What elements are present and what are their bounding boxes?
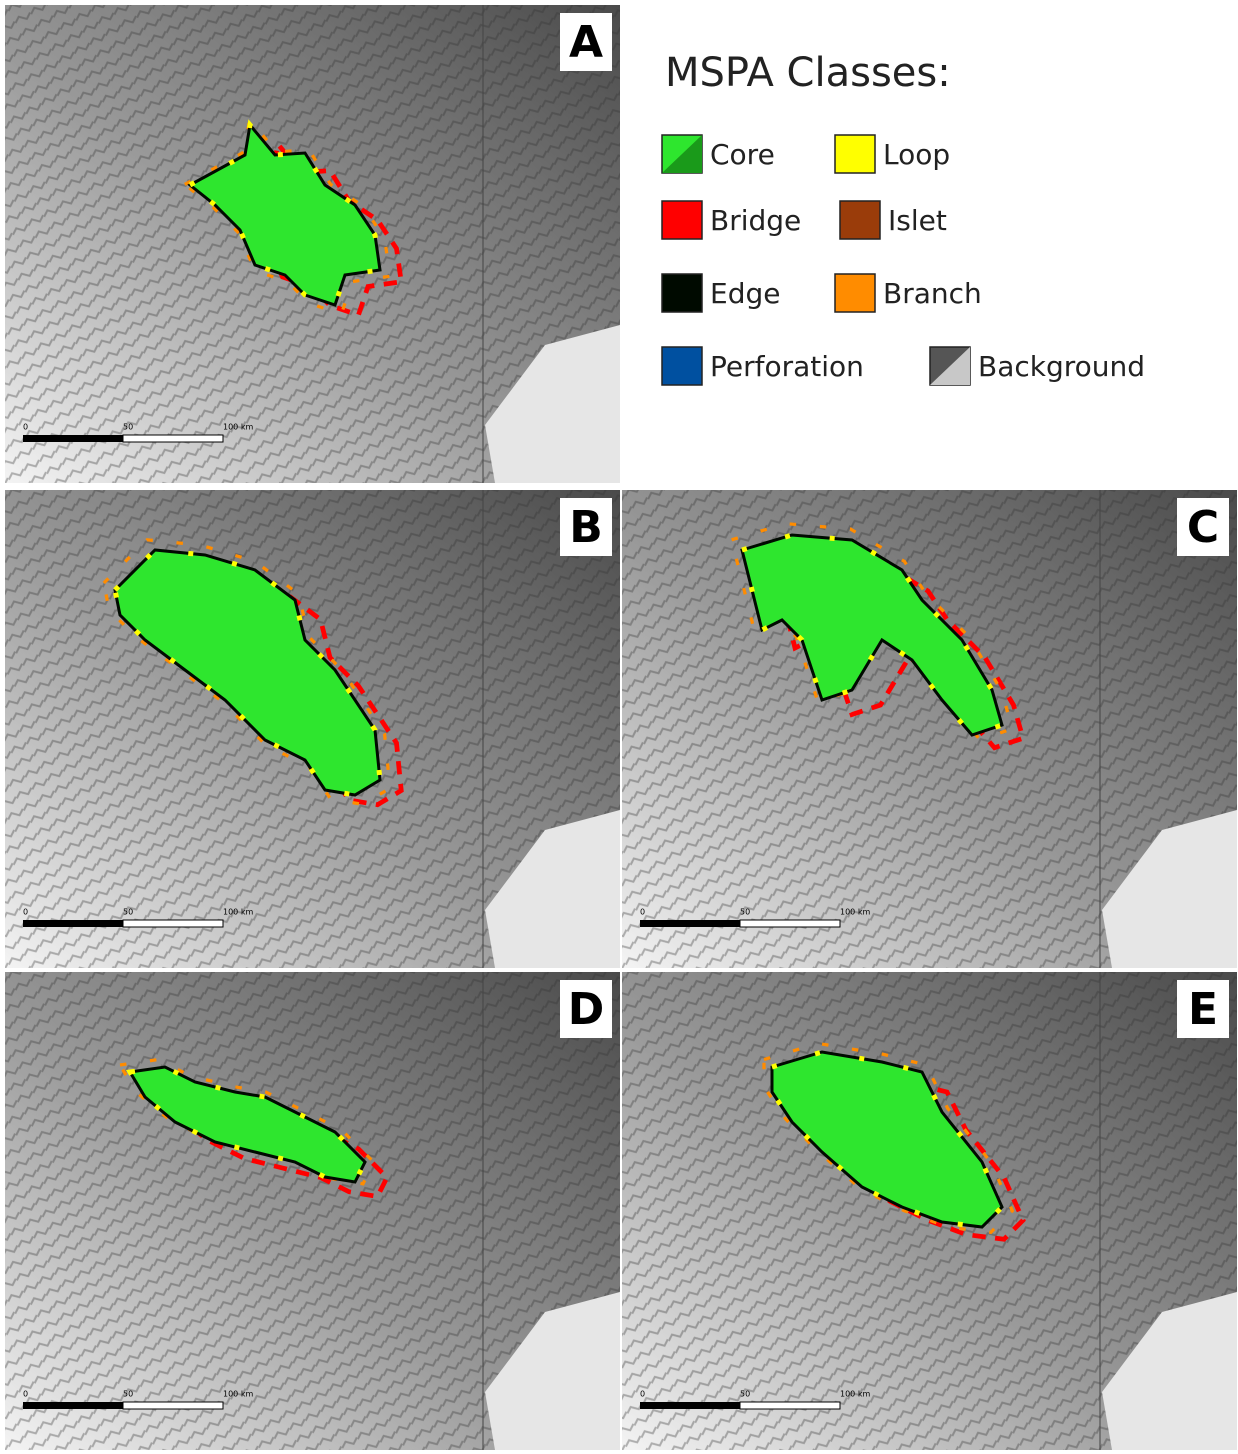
legend-swatch (662, 274, 702, 312)
legend-swatch (835, 135, 875, 173)
legend-swatch (835, 274, 875, 312)
map-panel: B 0 50 100 km (5, 490, 620, 968)
legend-item: Core (662, 135, 775, 173)
legend-label: Branch (883, 277, 982, 310)
legend-swatch (662, 201, 702, 239)
scale-label: 100 km (840, 1390, 870, 1399)
scale-bar-white (123, 1402, 223, 1409)
map-panel: E 0 50 100 km (622, 972, 1237, 1450)
legend-label: Islet (888, 204, 947, 237)
panel-label: D (568, 984, 605, 1035)
figure: MSPA Classes: A 0 50 100 km B 0 50 100 km C 0 50 10… (0, 0, 1238, 1454)
panel-label: B (569, 502, 603, 553)
scale-label: 100 km (223, 423, 253, 432)
scale-bar-white (740, 920, 840, 927)
map-panel: C 0 50 100 km (622, 490, 1237, 968)
scale-bar-white (740, 1402, 840, 1409)
scale-label: 0 (23, 908, 28, 917)
legend-label: Edge (710, 277, 780, 310)
scale-bar-black (640, 1402, 740, 1409)
legend-item: Edge (662, 274, 780, 312)
scale-label: 0 (23, 1390, 28, 1399)
scale-bar-white (123, 920, 223, 927)
legend-item: Background (930, 347, 1145, 385)
scale-bar-white (123, 435, 223, 442)
scale-bar-black (23, 435, 123, 442)
scale-label: 0 (23, 423, 28, 432)
scale-label: 50 (123, 1390, 133, 1399)
map-panel: D 0 50 100 km (5, 972, 620, 1450)
panel-label: A (569, 17, 603, 68)
legend-label: Perforation (710, 350, 864, 383)
scale-label: 100 km (223, 908, 253, 917)
scale-label: 0 (640, 1390, 645, 1399)
legend-label: Background (978, 350, 1145, 383)
scale-label: 50 (123, 423, 133, 432)
scale-label: 50 (740, 908, 750, 917)
legend-swatch (662, 347, 702, 385)
legend-item: Bridge (662, 201, 801, 239)
scale-bar-black (23, 920, 123, 927)
legend-label: Bridge (710, 204, 801, 237)
legend-label: Loop (883, 138, 950, 171)
scale-label: 50 (740, 1390, 750, 1399)
scale-bar-black (23, 1402, 123, 1409)
scale-label: 0 (640, 908, 645, 917)
panel-label: C (1187, 502, 1219, 553)
scale-label: 100 km (223, 1390, 253, 1399)
scale-label: 50 (123, 908, 133, 917)
legend-title: MSPA Classes: (665, 50, 951, 96)
scale-bar-black (640, 920, 740, 927)
panel-label: E (1188, 984, 1218, 1035)
legend-item: Branch (835, 274, 982, 312)
legend-swatch (840, 201, 880, 239)
legend-item: Loop (835, 135, 950, 173)
scale-label: 100 km (840, 908, 870, 917)
legend-item: Islet (840, 201, 947, 239)
map-panel: A 0 50 100 km (5, 5, 620, 483)
legend-label: Core (710, 138, 775, 171)
legend-item: Perforation (662, 347, 864, 385)
